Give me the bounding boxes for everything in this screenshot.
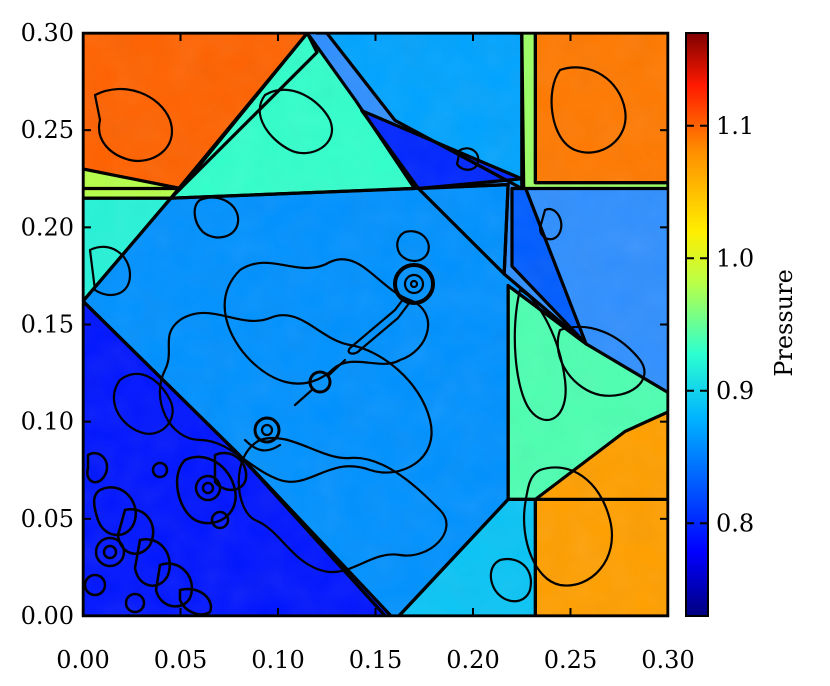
x-tick-label: 0.20 [446,646,499,674]
vortex-ring [151,461,169,479]
shock-front [397,497,538,616]
y-tick-label: 0.15 [21,311,74,339]
contour-line [293,358,347,407]
shock-front [315,33,524,191]
contour-line [112,372,174,435]
shock-front [83,299,393,616]
colorbar-label: Pressure [770,269,798,377]
contour-line [556,325,646,397]
contour-line [86,452,109,484]
contour-line [158,311,433,483]
contour-line [538,207,563,241]
vortex-ring [201,481,215,495]
colorbar-tick-label: 1.1 [716,112,754,140]
colorbar-tick-label: 1.0 [716,244,754,272]
y-tick-label: 0.20 [21,213,74,241]
contour-line [489,557,533,603]
x-tick-label: 0.05 [154,646,207,674]
colorbar-tick-label: 0.8 [716,509,754,537]
contour-line [154,562,193,608]
shock-front [83,196,173,303]
contour-line [133,537,171,587]
x-tick-label: 0.15 [349,646,402,674]
y-tick-label: 0.10 [21,408,74,436]
contour-line [93,87,173,163]
y-tick-label: 0.25 [21,116,74,144]
vortex-ring [308,370,332,394]
plot-area [83,33,668,616]
contour-line [193,196,240,239]
x-tick-label: 0.00 [56,646,109,674]
contour-line [396,230,430,262]
shock-front [506,284,668,501]
y-tick-label: 0.00 [21,602,74,630]
contour-line [455,147,480,171]
vortex-ring [403,273,425,295]
vortex-ring [393,263,435,305]
contour-line [223,258,430,385]
y-tick-label: 0.05 [21,505,74,533]
vortex-ring [124,592,146,614]
contour-line [258,88,333,155]
turbulent-contours [83,451,248,616]
contour-line [237,436,448,573]
contour-line [243,438,282,452]
contour-line [550,66,627,154]
vortex-ring [83,573,107,597]
vortex-ring [347,296,412,355]
contour-line [88,245,132,297]
x-axis: 0.00 0.05 0.10 0.15 0.20 0.25 0.30 [56,33,695,674]
contour-line [213,451,248,491]
x-tick-label: 0.10 [251,646,304,674]
contour-line [513,288,567,421]
vortex-ring [94,536,126,568]
vortex-ring [102,544,118,560]
x-tick-label: 0.30 [641,646,694,674]
colorbar-ticks: 0.8 0.9 1.0 1.1 [686,112,754,537]
shock-front [514,33,668,191]
x-tick-label: 0.25 [544,646,597,674]
shock-front [360,109,524,191]
shock-fronts [83,33,668,616]
vortex-ring [210,510,230,530]
vortex-ring [260,423,274,437]
colorbar-tick-label: 0.9 [716,377,754,405]
vortex-ring [409,279,419,289]
contour-line [178,587,213,616]
colorbar-gradient [685,32,709,617]
y-tick-label: 0.30 [21,19,74,47]
contour-line [92,486,138,537]
y-axis: 0.00 0.05 0.10 0.15 0.20 0.25 0.30 [21,19,668,630]
vortex-ring [253,416,281,444]
colorbar: 0.8 0.9 1.0 1.1 Pressure [685,32,798,617]
